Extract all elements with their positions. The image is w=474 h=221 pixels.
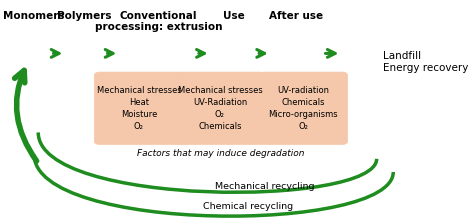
Text: Conventional
processing: extrusion: Conventional processing: extrusion — [95, 11, 222, 32]
Text: Landfill
Energy recovery: Landfill Energy recovery — [383, 51, 468, 73]
FancyBboxPatch shape — [258, 72, 347, 145]
FancyBboxPatch shape — [175, 72, 264, 145]
Text: Mechanical stresses
Heat
Moisture
O₂: Mechanical stresses Heat Moisture O₂ — [97, 86, 182, 131]
Text: UV-radiation
Chemicals
Micro-organisms
O₂: UV-radiation Chemicals Micro-organisms O… — [268, 86, 338, 131]
Text: Factors that may induce degradation: Factors that may induce degradation — [137, 149, 305, 158]
Text: Monomers: Monomers — [3, 11, 65, 21]
Text: After use: After use — [269, 11, 323, 21]
Text: Mechanical recycling: Mechanical recycling — [215, 182, 314, 191]
Text: Polymers: Polymers — [57, 11, 111, 21]
Text: Mechanical stresses
UV-Radiation
O₂
Chemicals: Mechanical stresses UV-Radiation O₂ Chem… — [178, 86, 262, 131]
FancyBboxPatch shape — [94, 72, 183, 145]
Text: Chemical recycling: Chemical recycling — [203, 202, 293, 211]
Text: Use: Use — [222, 11, 244, 21]
